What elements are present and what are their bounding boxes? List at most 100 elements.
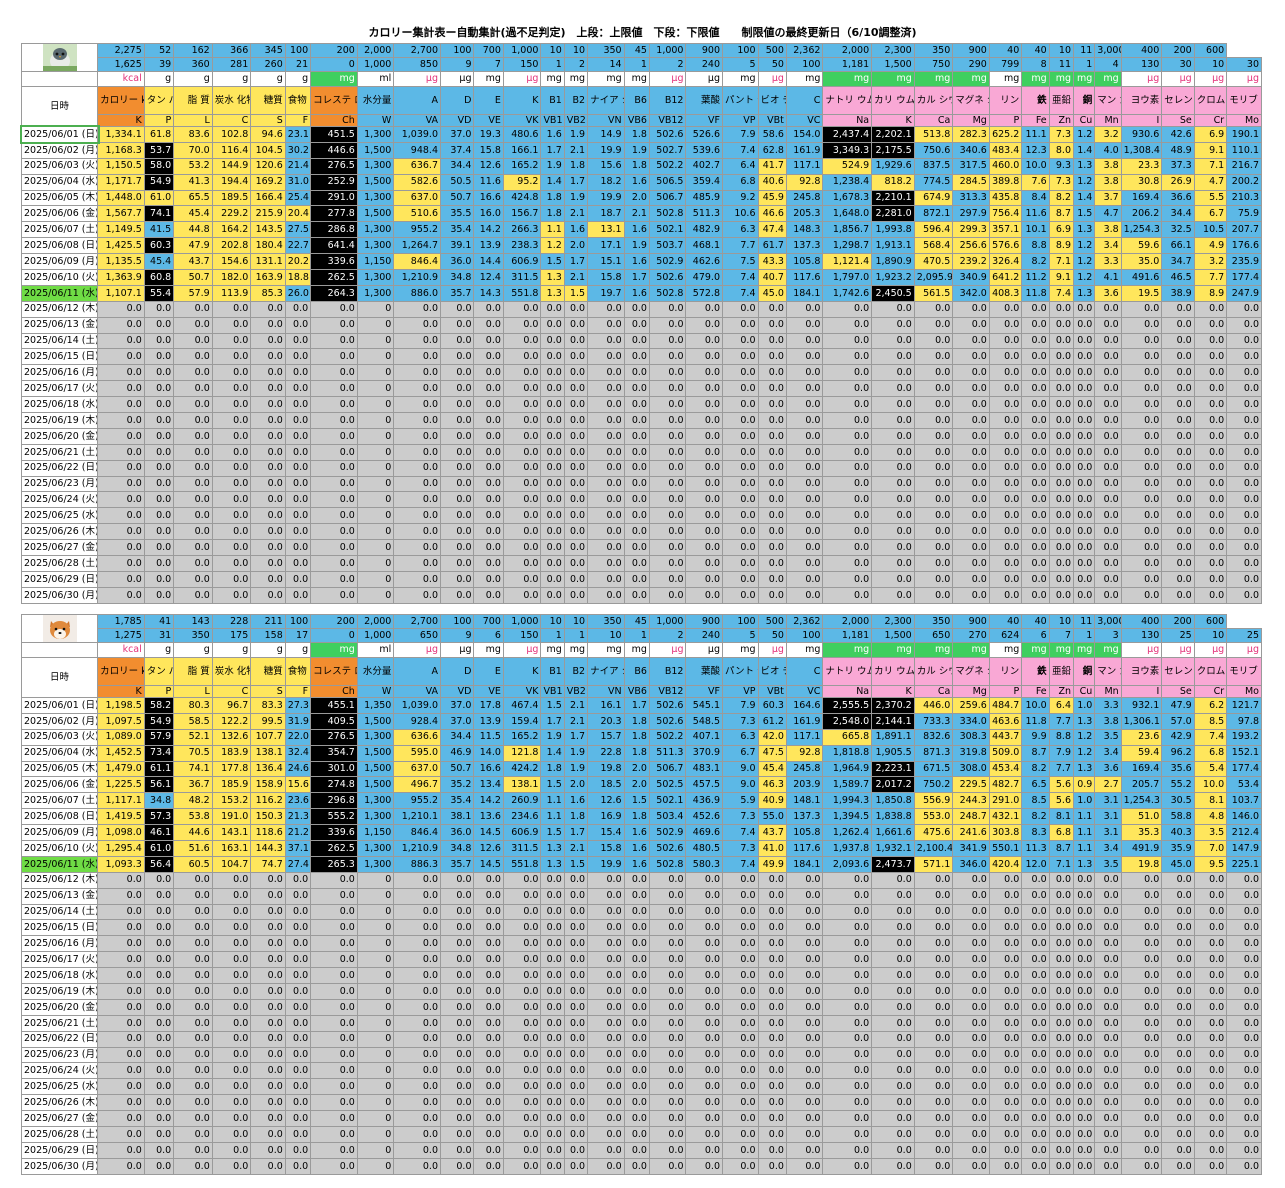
date-cell[interactable]: 2025/06/05 (木) — [20, 189, 99, 207]
value-cell[interactable]: 6.2 — [1193, 697, 1228, 714]
value-cell[interactable]: 1.6 — [623, 855, 650, 873]
value-cell[interactable]: 0.0 — [563, 570, 589, 588]
value-cell[interactable]: 0.0 — [173, 586, 213, 604]
value-cell[interactable]: 0.0 — [310, 443, 358, 461]
value-cell[interactable]: 0.0 — [97, 1062, 145, 1080]
value-cell[interactable]: 0.0 — [952, 1014, 990, 1032]
value-cell[interactable]: 0.0 — [822, 1030, 873, 1048]
value-cell[interactable]: 0.0 — [623, 348, 650, 366]
date-cell[interactable]: 2025/06/03 (火) — [20, 157, 99, 175]
value-cell[interactable]: 8.7 — [1021, 744, 1050, 762]
value-cell[interactable]: 0.0 — [1021, 1094, 1050, 1112]
value-cell[interactable]: 0.0 — [563, 1062, 589, 1080]
value-cell[interactable]: 0.0 — [871, 316, 915, 334]
value-cell[interactable]: 14.0 — [473, 744, 504, 762]
value-cell[interactable]: 0.0 — [822, 412, 873, 429]
upper-limit-cell[interactable]: 500 — [757, 614, 787, 629]
value-cell[interactable]: 0.0 — [1193, 1141, 1228, 1159]
value-cell[interactable]: 0.0 — [871, 1110, 915, 1128]
value-cell[interactable]: 121.8 — [502, 744, 542, 762]
value-cell[interactable]: 19.3 — [473, 126, 504, 143]
value-cell[interactable]: 0.0 — [587, 586, 625, 604]
value-cell[interactable]: 0.0 — [1120, 1094, 1163, 1112]
lower-limit-cell[interactable]: 10 — [587, 628, 625, 643]
value-cell[interactable]: 0.0 — [913, 1062, 954, 1080]
value-cell[interactable]: 0.0 — [284, 555, 312, 572]
date-cell[interactable]: 2025/06/28 (土) — [20, 1126, 99, 1143]
value-cell[interactable]: 161.9 — [785, 141, 824, 159]
value-cell[interactable]: 1.8 — [623, 157, 650, 175]
value-cell[interactable]: 0.0 — [988, 967, 1023, 985]
value-cell[interactable]: 0.0 — [473, 1110, 504, 1128]
value-cell[interactable]: 0.0 — [473, 459, 504, 477]
upper-limit-cell[interactable]: 700 — [473, 43, 504, 58]
value-cell[interactable]: 0.0 — [439, 903, 475, 921]
unit-cell[interactable]: mg — [587, 71, 625, 87]
value-cell[interactable]: 0.0 — [439, 1126, 475, 1143]
value-cell[interactable]: 0.0 — [540, 1030, 565, 1048]
value-cell[interactable]: 0.0 — [1193, 1014, 1228, 1032]
value-cell[interactable]: 2,281.0 — [871, 205, 915, 223]
value-cell[interactable]: 0.0 — [540, 1126, 565, 1143]
value-cell[interactable]: 0.0 — [1048, 443, 1075, 461]
value-cell[interactable]: 40.7 — [757, 269, 787, 286]
value-cell[interactable]: 245.8 — [785, 760, 824, 778]
value-cell[interactable]: 85.3 — [250, 284, 286, 302]
value-cell[interactable]: 0.0 — [1226, 396, 1262, 414]
value-cell[interactable]: 0.0 — [623, 300, 650, 318]
date-cell[interactable]: 2025/06/02 (月) — [20, 141, 99, 159]
value-cell[interactable]: 0.0 — [97, 919, 145, 937]
value-cell[interactable]: 0.0 — [173, 871, 213, 889]
value-cell[interactable]: 0.0 — [540, 316, 565, 334]
date-cell[interactable]: 2025/06/17 (火) — [20, 951, 99, 969]
value-cell[interactable]: 0.0 — [439, 1157, 475, 1175]
value-cell[interactable]: 0 — [356, 1094, 395, 1112]
nutrient-abbr-cell[interactable]: Mo — [1226, 114, 1262, 127]
value-cell[interactable]: 0.0 — [1161, 935, 1195, 953]
value-cell[interactable]: 1,107.1 — [97, 284, 145, 302]
value-cell[interactable]: 0.0 — [1161, 332, 1195, 350]
value-cell[interactable]: 0.0 — [1048, 1157, 1075, 1175]
date-cell[interactable]: 2025/06/10 (火) — [20, 269, 99, 286]
value-cell[interactable]: 185.9 — [211, 776, 252, 794]
value-cell[interactable]: 3.6 — [1094, 760, 1122, 778]
unit-corner-cell[interactable] — [20, 642, 99, 658]
value-cell[interactable]: 0.0 — [1120, 332, 1163, 350]
value-cell[interactable]: 0.0 — [623, 967, 650, 985]
value-cell[interactable]: 0.0 — [1226, 1094, 1262, 1112]
upper-limit-cell[interactable]: 2,000 — [822, 43, 873, 58]
value-cell[interactable]: 184.1 — [785, 284, 824, 302]
value-cell[interactable]: 205.7 — [1120, 776, 1163, 794]
value-cell[interactable]: 0.0 — [871, 523, 915, 541]
value-cell[interactable]: 137.3 — [785, 237, 824, 255]
value-cell[interactable]: 0.0 — [1094, 903, 1122, 921]
value-cell[interactable]: 1.3 — [1072, 855, 1096, 873]
value-cell[interactable]: 7.3 — [722, 712, 759, 730]
value-cell[interactable]: 0 — [356, 983, 395, 1000]
nutrient-name-cell[interactable]: A — [393, 657, 441, 686]
value-cell[interactable]: 61.7 — [757, 237, 787, 255]
value-cell[interactable]: 0.0 — [722, 998, 759, 1016]
value-cell[interactable]: 0.0 — [173, 570, 213, 588]
value-cell[interactable]: 0.0 — [502, 491, 542, 509]
value-cell[interactable]: 511.3 — [648, 744, 687, 762]
value-cell[interactable]: 0.0 — [143, 1030, 175, 1048]
upper-limit-cell[interactable]: 100 — [284, 43, 312, 58]
value-cell[interactable]: 0.0 — [540, 396, 565, 414]
value-cell[interactable]: 0.0 — [913, 380, 954, 398]
value-cell[interactable]: 16.6 — [473, 760, 504, 778]
value-cell[interactable]: 0.0 — [623, 871, 650, 889]
value-cell[interactable]: 26.9 — [1161, 173, 1195, 191]
value-cell[interactable]: 0.0 — [1193, 491, 1228, 509]
value-cell[interactable]: 545.1 — [685, 697, 723, 714]
value-cell[interactable]: 0.0 — [722, 1141, 759, 1159]
value-cell[interactable]: 0.0 — [143, 459, 175, 477]
value-cell[interactable]: 0.0 — [173, 459, 213, 477]
value-cell[interactable]: 0.0 — [871, 459, 915, 477]
value-cell[interactable]: 0.0 — [173, 1062, 213, 1080]
value-cell[interactable]: 0.0 — [143, 1157, 175, 1175]
value-cell[interactable]: 0.0 — [785, 967, 824, 985]
value-cell[interactable]: 0.0 — [143, 951, 175, 969]
date-cell[interactable]: 2025/06/26 (木) — [20, 523, 99, 541]
value-cell[interactable]: 0.0 — [1226, 1046, 1262, 1064]
